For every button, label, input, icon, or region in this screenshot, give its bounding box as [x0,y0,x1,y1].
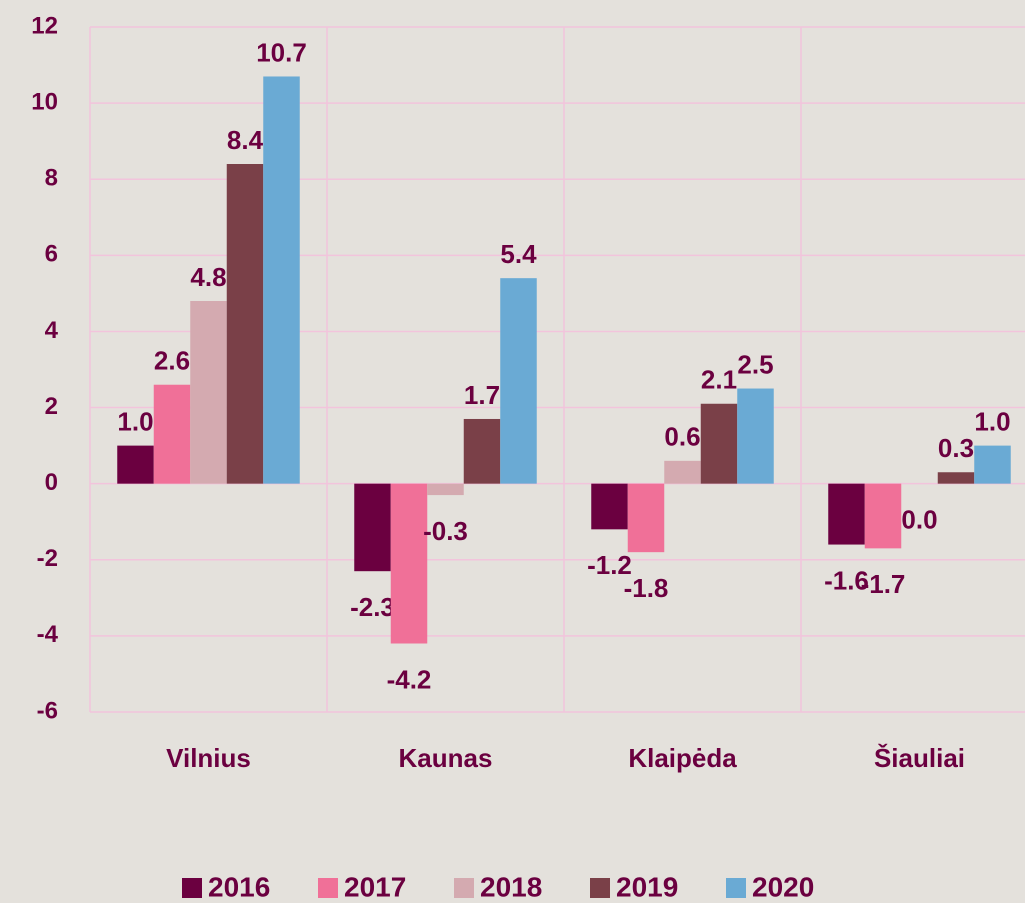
legend-swatch [318,878,338,898]
y-tick-label: 6 [45,241,58,268]
data-label: 1.0 [974,406,1010,436]
x-tick-label: Klaipėda [628,743,737,773]
legend-swatch [590,878,610,898]
legend-label: 2019 [616,871,678,902]
legend-swatch [182,878,202,898]
legend-label: 2020 [752,871,814,902]
x-tick-label: Šiauliai [874,743,965,773]
data-label: 0.3 [938,433,974,463]
data-label: -1.6 [824,565,869,595]
bar [226,164,264,484]
bar [153,384,191,484]
data-label: -4.2 [387,664,432,694]
legend-label: 2017 [344,871,406,902]
y-tick-label: -4 [37,621,59,648]
data-label: -1.8 [624,573,669,603]
data-label: 2.6 [154,346,190,376]
data-label: 10.7 [256,37,307,67]
legend-swatch [726,878,746,898]
data-label: 8.4 [227,125,264,155]
bar [263,76,300,484]
bar [390,483,428,644]
bar [354,483,391,572]
bar [190,301,227,484]
data-label: 2.1 [701,365,737,395]
y-tick-label: 12 [31,12,58,39]
data-label: 5.4 [500,239,537,269]
y-tick-label: 0 [45,469,58,496]
bar [627,483,665,553]
data-label: 0.6 [664,422,700,452]
bar [737,388,774,484]
data-label: 1.7 [464,380,500,410]
data-label: 4.8 [190,262,226,292]
bar [664,460,701,484]
bar [864,483,902,549]
bar [463,418,501,484]
bar [427,483,464,496]
data-label: 2.5 [737,349,773,379]
bar [591,483,628,530]
bar [117,445,154,484]
legend-label: 2018 [480,871,542,902]
y-tick-label: -6 [37,697,58,724]
bar [974,445,1011,484]
data-label: 1.0 [117,406,153,436]
y-tick-label: 4 [45,317,59,344]
y-tick-label: 10 [31,88,58,115]
y-tick-label: 2 [45,393,58,420]
x-tick-label: Vilnius [166,743,251,773]
data-label: -1.7 [861,569,906,599]
data-label: -1.2 [587,550,632,580]
legend-swatch [454,878,474,898]
data-label: -2.3 [350,592,395,622]
y-tick-label: 8 [45,165,58,192]
bar [937,472,975,484]
bar [828,483,865,545]
bar [700,403,738,484]
x-tick-label: Kaunas [399,743,493,773]
legend-label: 2016 [208,871,270,902]
bar [500,278,537,484]
y-tick-label: -2 [37,545,58,572]
data-label: 0.0 [901,505,937,535]
data-label: -0.3 [423,516,468,546]
